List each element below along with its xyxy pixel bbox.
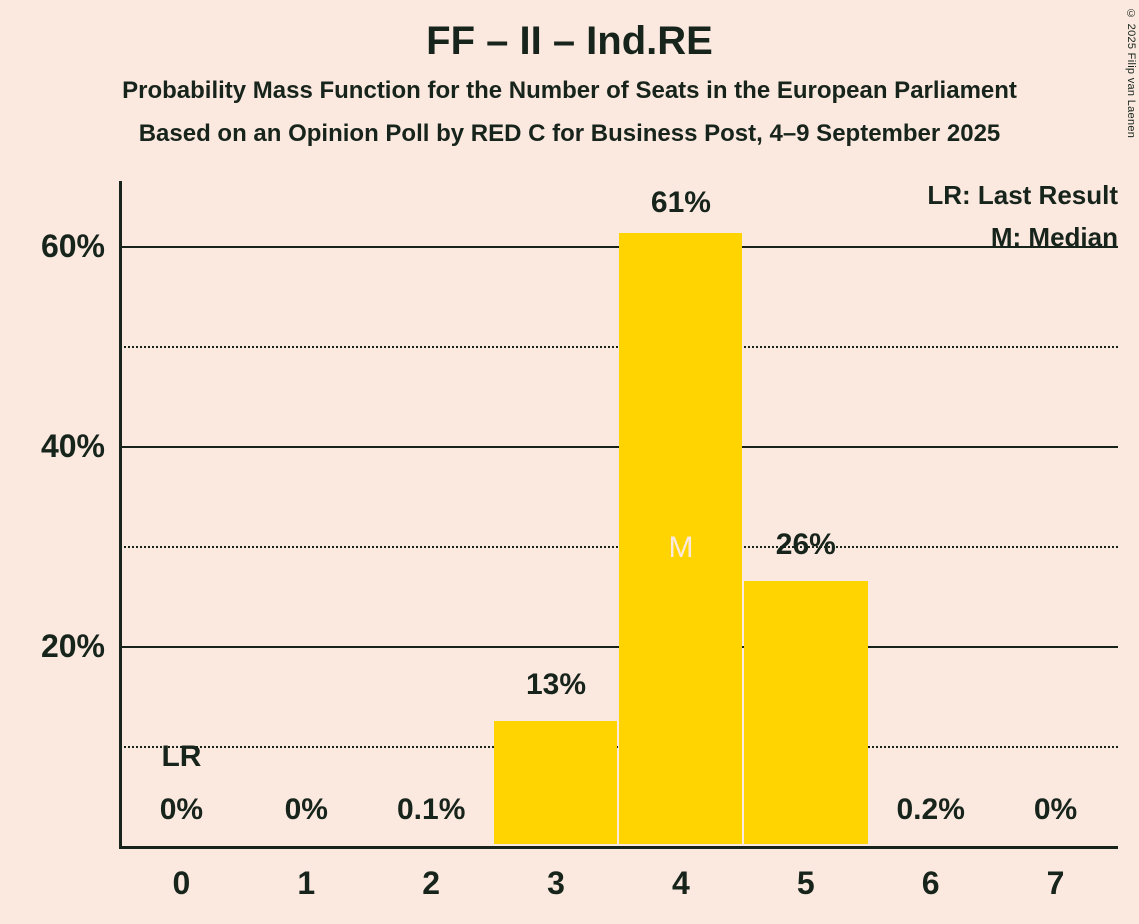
chart-header: FF – II – Ind.RE Probability Mass Functi…: [0, 0, 1139, 148]
bar-4[interactable]: [619, 233, 742, 844]
copyright-notice: © 2025 Filip van Laenen: [1125, 8, 1137, 139]
chart-legend: LR: Last Result M: Median: [927, 182, 1118, 266]
gridline-40: [119, 446, 1118, 448]
x-tick-2: 2: [422, 865, 441, 901]
value-label-6: 0.2%: [896, 793, 965, 826]
x-tick-7: 7: [1046, 865, 1065, 901]
y-axis-line: [119, 181, 122, 848]
chart-subtitle: Probability Mass Function for the Number…: [122, 77, 1017, 104]
x-tick-5: 5: [796, 865, 815, 901]
gridline-20: [119, 646, 1118, 648]
gridline-10: [119, 746, 1118, 748]
y-tick-20: 20%: [40, 628, 105, 664]
x-tick-0: 0: [172, 865, 191, 901]
value-label-7: 0%: [1033, 793, 1078, 826]
value-label-5: 26%: [775, 528, 836, 561]
y-tick-40: 40%: [40, 428, 105, 464]
chart-source-line: Based on an Opinion Poll by RED C for Bu…: [138, 120, 1001, 148]
value-label-3: 13%: [526, 668, 587, 701]
plot-area: 60% 40% 20% 0% 0% 0.1% 13% 61% 26% 0.2% …: [41, 181, 1118, 899]
x-axis-line: [119, 846, 1118, 849]
legend-median: M: Median: [990, 222, 1118, 252]
chart-title: FF – II – Ind.RE: [426, 19, 713, 63]
x-tick-6: 6: [921, 865, 940, 901]
x-tick-3: 3: [547, 865, 565, 901]
bar-5[interactable]: [744, 581, 868, 844]
gridline-30: [119, 546, 1118, 548]
x-tick-1: 1: [297, 865, 316, 901]
gridline-60: [119, 246, 1118, 248]
x-tick-4: 4: [672, 865, 690, 901]
value-label-0: 0%: [159, 793, 204, 826]
gridline-50: [119, 346, 1118, 348]
legend-last-result: LR: Last Result: [927, 180, 1118, 210]
y-tick-60: 60%: [40, 228, 105, 264]
value-label-2: 0.1%: [396, 793, 466, 826]
median-marker: M: [668, 531, 694, 564]
last-result-marker: LR: [161, 740, 202, 773]
value-label-1: 0%: [284, 793, 328, 826]
bar-3[interactable]: [494, 721, 617, 844]
value-label-4: 61%: [650, 186, 711, 219]
